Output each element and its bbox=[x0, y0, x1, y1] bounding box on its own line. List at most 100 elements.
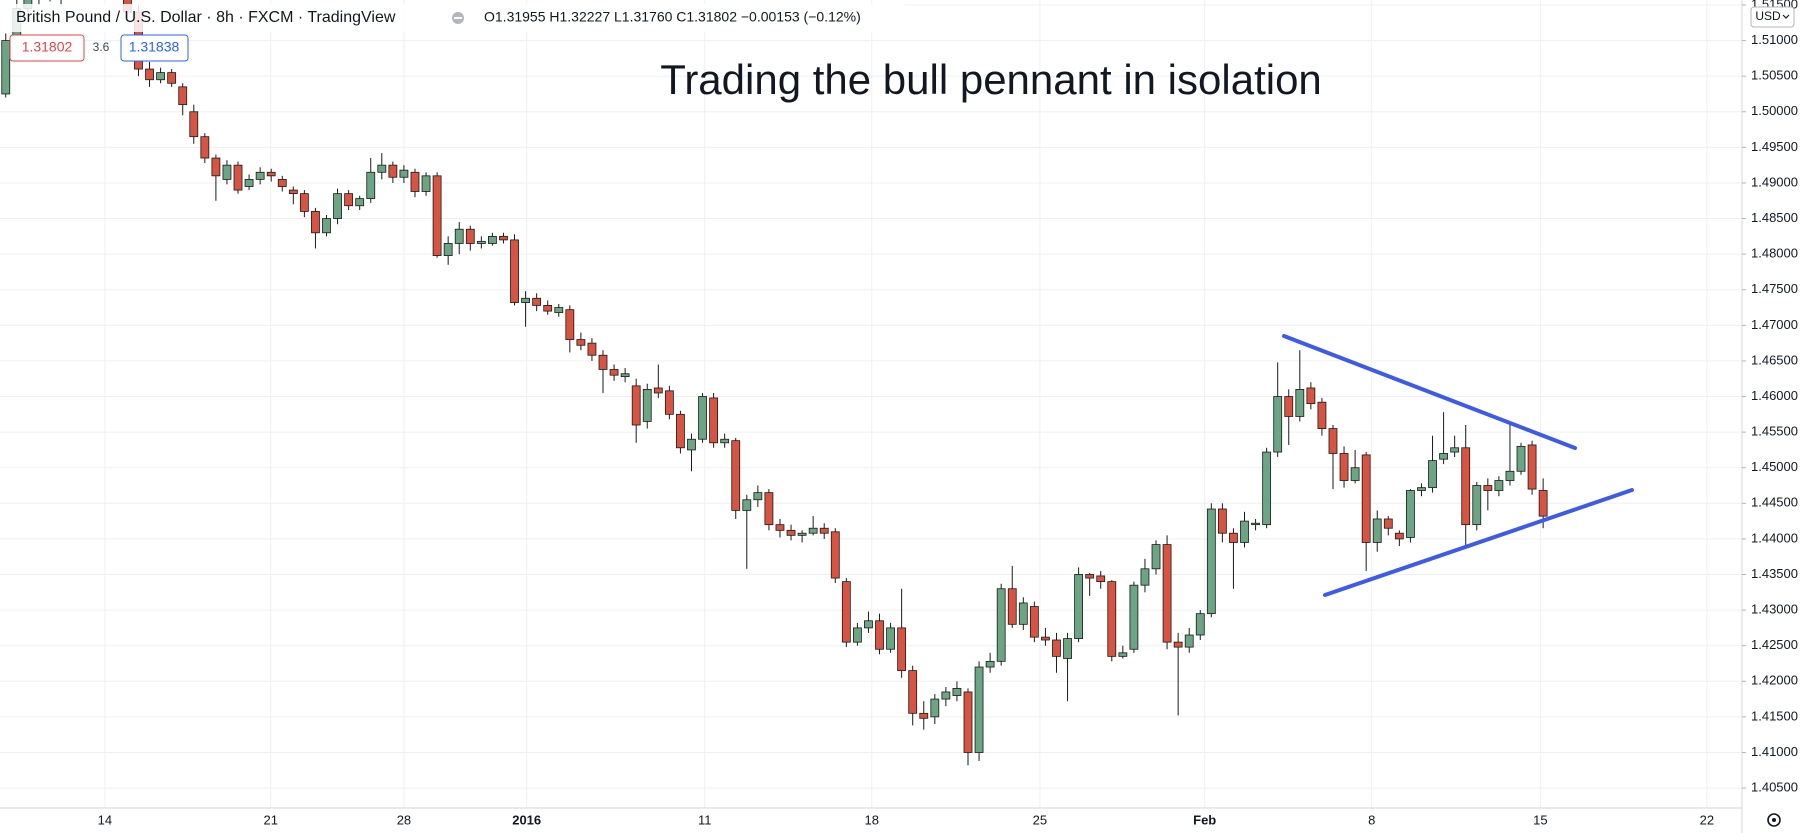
candle-body bbox=[1317, 401, 1327, 429]
y-tick-label: 1.45000 bbox=[1751, 459, 1798, 474]
y-tick-label: 1.49500 bbox=[1751, 139, 1798, 154]
currency-caret bbox=[1782, 14, 1790, 19]
candle-body bbox=[255, 171, 265, 180]
y-tick-label: 1.47000 bbox=[1751, 317, 1798, 332]
candle-body bbox=[864, 620, 873, 629]
candle-body bbox=[930, 698, 940, 718]
candle-body bbox=[709, 397, 719, 444]
candle-body bbox=[499, 235, 508, 241]
x-tick-label: Feb bbox=[1193, 812, 1216, 827]
candle-body bbox=[565, 309, 575, 340]
y-tick-label: 1.50000 bbox=[1751, 103, 1798, 118]
candle-body bbox=[510, 239, 519, 303]
y-tick-label: 1.51500 bbox=[1751, 0, 1798, 11]
candle-body bbox=[333, 193, 342, 219]
candle-body bbox=[664, 390, 674, 415]
candle-body bbox=[211, 157, 221, 177]
settings-gear[interactable] bbox=[1767, 813, 1781, 827]
currency-label[interactable]: USD bbox=[1755, 9, 1781, 23]
candle-body bbox=[1184, 634, 1194, 648]
symbol-title: British Pound / U.S. Dollar · 8h · FXCM … bbox=[16, 9, 396, 26]
candle-body bbox=[145, 68, 154, 81]
buy-button[interactable] bbox=[120, 34, 189, 62]
candle-body bbox=[974, 666, 984, 753]
currency-select[interactable] bbox=[1750, 6, 1795, 28]
candle-body bbox=[1505, 470, 1515, 481]
settings-gear-hub[interactable] bbox=[1772, 818, 1776, 822]
candle-body bbox=[1096, 575, 1106, 583]
candle-body bbox=[1018, 602, 1028, 625]
candle-body bbox=[366, 171, 376, 200]
candle-body bbox=[653, 387, 663, 394]
candle-body bbox=[598, 354, 608, 370]
candle-body bbox=[277, 178, 287, 187]
x-tick-label: 22 bbox=[1700, 812, 1714, 827]
candle-body bbox=[200, 136, 210, 159]
candle-body bbox=[1306, 387, 1316, 405]
candle-body bbox=[1483, 485, 1493, 491]
candle-body bbox=[908, 670, 918, 714]
candle-body bbox=[1129, 584, 1139, 650]
candle-body bbox=[698, 396, 707, 440]
y-tick-label: 1.43500 bbox=[1751, 566, 1798, 581]
candle-body bbox=[786, 529, 796, 536]
candle-body bbox=[1450, 447, 1460, 453]
candle-body bbox=[919, 712, 929, 719]
price-labels: 1.40500 1.41000 1.41500 1.42000 1.42500 1.430… bbox=[1742, 0, 1798, 795]
candle-body bbox=[875, 620, 884, 650]
candle-body bbox=[1107, 581, 1117, 657]
sell-button[interactable] bbox=[9, 34, 85, 62]
candle-body bbox=[1, 40, 11, 95]
candle-body bbox=[852, 627, 862, 643]
sell-price[interactable]: 1.31802 bbox=[22, 39, 73, 55]
candle-body bbox=[244, 178, 254, 187]
candle-body bbox=[1118, 652, 1128, 657]
candle-body bbox=[344, 193, 354, 207]
candle-body bbox=[1527, 444, 1537, 490]
candle-body bbox=[388, 164, 398, 178]
candle-body bbox=[1240, 520, 1249, 543]
y-tick-label: 1.41000 bbox=[1751, 744, 1798, 759]
candle-body bbox=[753, 492, 763, 501]
candle-body bbox=[399, 169, 409, 178]
pennant-lower-line bbox=[1323, 488, 1634, 597]
candle-body bbox=[620, 373, 630, 377]
candle-body bbox=[1140, 568, 1150, 586]
candle-body bbox=[808, 527, 818, 534]
candle-body bbox=[886, 627, 895, 650]
settings-button[interactable] bbox=[1767, 813, 1781, 827]
candle-body bbox=[1361, 454, 1371, 543]
candle-body bbox=[1328, 428, 1338, 454]
grid bbox=[0, 0, 1742, 808]
y-tick-label: 1.42000 bbox=[1751, 673, 1798, 688]
candle-body bbox=[266, 171, 276, 177]
buy-price[interactable]: 1.31838 bbox=[129, 39, 180, 55]
candle-body bbox=[1029, 606, 1039, 638]
candle-body bbox=[1074, 574, 1084, 639]
candle-body bbox=[1262, 451, 1272, 526]
candle-body bbox=[1229, 532, 1238, 543]
candle-body bbox=[1383, 518, 1393, 529]
y-tick-label: 1.44500 bbox=[1751, 495, 1798, 510]
candle-body bbox=[322, 218, 331, 234]
x-tick-label: 15 bbox=[1533, 812, 1547, 827]
x-tick-label: 21 bbox=[264, 812, 278, 827]
candle-body bbox=[1406, 490, 1415, 538]
candle-body bbox=[1063, 638, 1072, 659]
candle-body bbox=[1173, 641, 1183, 648]
candle-body bbox=[963, 691, 973, 753]
candle-body bbox=[488, 235, 497, 244]
y-tick-label: 1.49000 bbox=[1751, 174, 1798, 189]
candle-body bbox=[1195, 613, 1205, 636]
candle-body bbox=[720, 438, 730, 444]
candle-body bbox=[1394, 532, 1404, 540]
candle-body bbox=[421, 175, 431, 192]
y-tick-label: 1.45500 bbox=[1751, 424, 1798, 439]
x-tick-label: 28 bbox=[397, 812, 411, 827]
candle-body bbox=[167, 72, 177, 84]
candle-body bbox=[1273, 396, 1283, 453]
time-labels: 14 21 28 2016 11 18 25 Feb 8 15 22 bbox=[98, 812, 1714, 827]
